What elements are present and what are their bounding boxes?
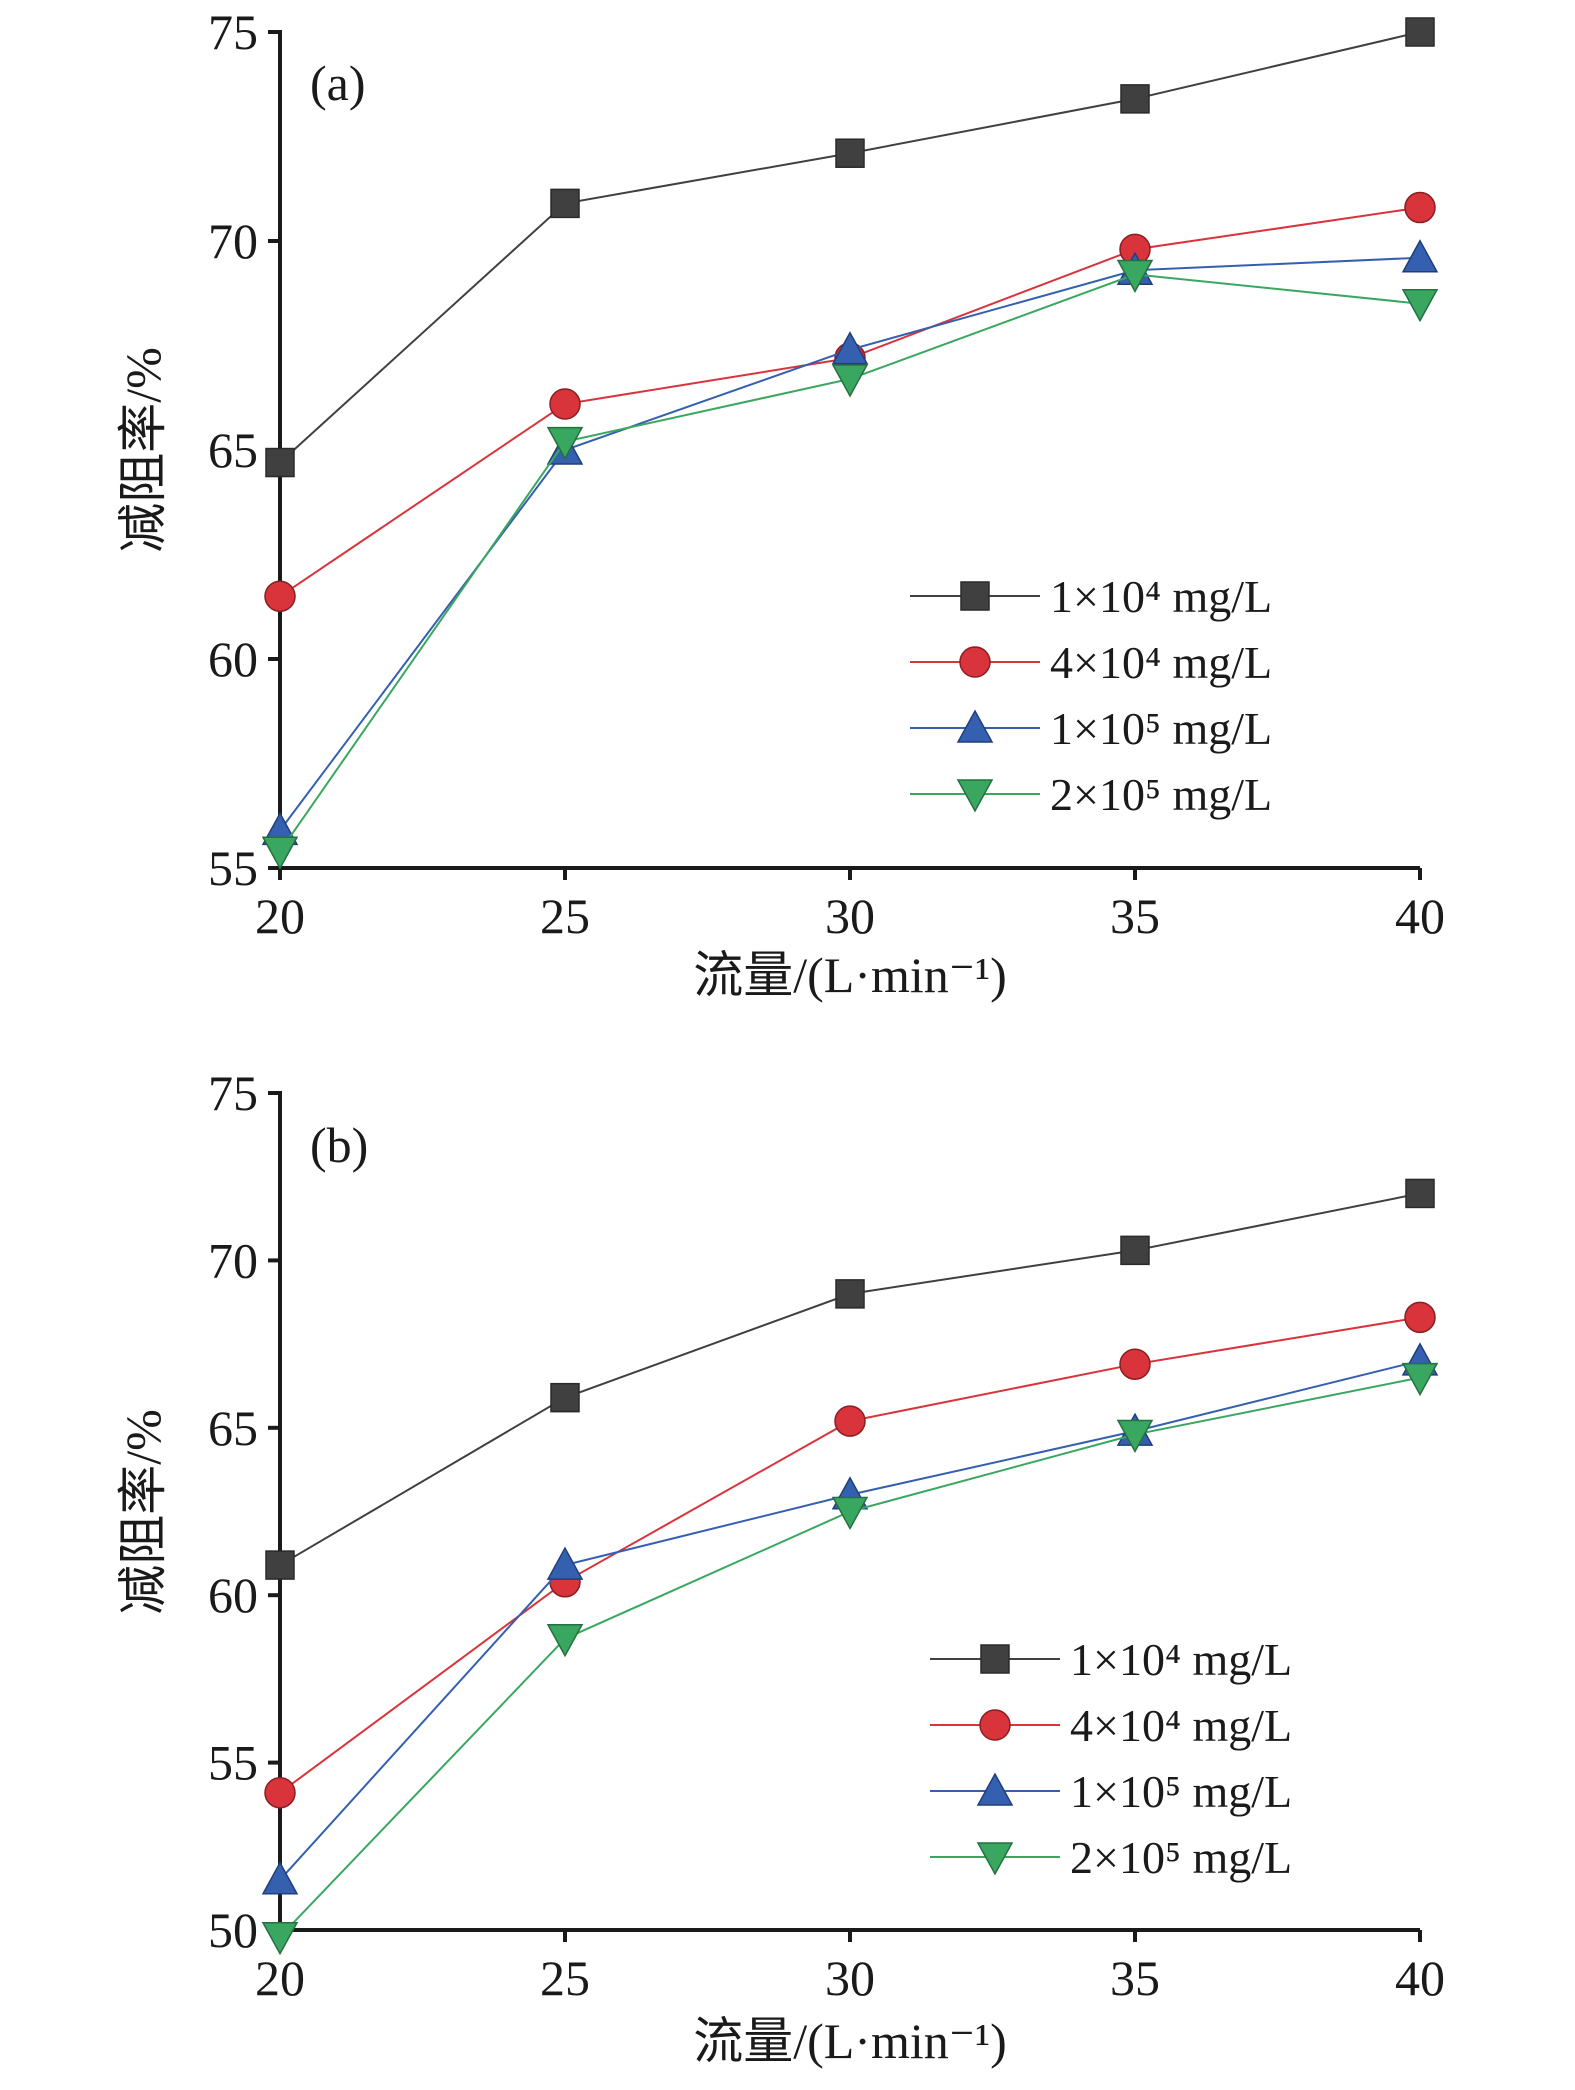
- data-point: [1404, 191, 1436, 224]
- legend-marker: [979, 1709, 1011, 1741]
- y-tick-label: 55: [208, 840, 258, 896]
- y-tick-label: 55: [208, 1735, 258, 1791]
- series-4: [261, 259, 1439, 870]
- data-point: [265, 447, 295, 478]
- data-point: [831, 364, 869, 398]
- y-tick-label: 65: [208, 422, 258, 478]
- data-point: [834, 1405, 866, 1437]
- data-point: [835, 138, 865, 168]
- legend-marker: [976, 1772, 1014, 1806]
- y-axis-title: 减阻率/%: [115, 1409, 171, 1615]
- x-tick-label: 35: [1110, 1950, 1160, 2006]
- y-tick-label: 50: [208, 1902, 258, 1958]
- data-point: [261, 1861, 299, 1895]
- x-tick-label: 25: [540, 888, 590, 944]
- data-point: [1401, 1362, 1439, 1397]
- y-tick-label: 70: [208, 213, 258, 269]
- x-tick-label: 30: [825, 1950, 875, 2006]
- x-tick-label: 30: [825, 888, 875, 944]
- legend-label: 2×10⁵ mg/L: [1070, 1832, 1292, 1883]
- x-tick-label: 35: [1110, 888, 1160, 944]
- data-point: [831, 1496, 869, 1531]
- x-axis-title: 流量/(L·min⁻¹): [693, 947, 1007, 1003]
- data-point: [1401, 239, 1439, 273]
- data-point: [831, 331, 869, 365]
- series-line: [279, 31, 1421, 464]
- legend-label: 1×10⁴ mg/L: [1050, 571, 1272, 622]
- data-point: [835, 1279, 865, 1309]
- legend-label: 1×10⁴ mg/L: [1070, 1634, 1292, 1685]
- data-point: [1120, 84, 1150, 114]
- data-point: [261, 836, 299, 870]
- x-tick-label: 20: [255, 1950, 305, 2006]
- chart-panel-b: 50 55 60 65 70 75 20 25 30 35 40 流量/(L·min⁻¹) 减阻率/% (…: [115, 1065, 1445, 2069]
- legend-label: 1×10⁵ mg/L: [1070, 1766, 1292, 1817]
- data-point: [546, 1546, 584, 1580]
- legend-marker: [959, 646, 991, 678]
- legend-marker: [956, 709, 994, 743]
- y-axis-title: 减阻率/%: [115, 347, 171, 553]
- data-point: [1116, 259, 1154, 293]
- data-point: [546, 1623, 584, 1658]
- data-point: [1405, 1178, 1435, 1209]
- data-point: [1405, 17, 1435, 47]
- legend-label: 4×10⁴ mg/L: [1050, 637, 1272, 688]
- legend-label: 4×10⁴ mg/L: [1070, 1700, 1292, 1751]
- y-tick-label: 75: [208, 4, 258, 60]
- x-tick-label: 40: [1395, 888, 1445, 944]
- series-2: [264, 191, 1436, 613]
- data-point: [550, 1382, 580, 1413]
- legend-marker: [976, 1842, 1014, 1876]
- data-point: [550, 188, 580, 219]
- data-point: [1401, 288, 1439, 323]
- series-2: [264, 1301, 1436, 1809]
- y-tick-label: 65: [208, 1400, 258, 1456]
- legend-marker: [960, 581, 990, 611]
- data-point: [1404, 1301, 1436, 1334]
- y-tick-label: 70: [208, 1232, 258, 1288]
- chart-panel-a: 55 60 65 70 75 20 25 30 35 40 流量/(L·min⁻¹) 减阻率/% (a)…: [115, 4, 1445, 1003]
- panel-label: (a): [310, 55, 366, 111]
- panel-label: (b): [310, 1117, 368, 1173]
- y-tick-label: 75: [208, 1065, 258, 1121]
- x-axis-title: 流量/(L·min⁻¹): [693, 2013, 1007, 2069]
- series-4: [261, 1362, 1439, 1956]
- legend-label: 1×10⁵ mg/L: [1050, 703, 1272, 754]
- data-point: [1116, 1419, 1154, 1454]
- data-point: [264, 1776, 296, 1809]
- legend: 1×10⁴ mg/L 4×10⁴ mg/L 1×10⁵ mg/L 2×10⁵ mg/L: [910, 571, 1272, 820]
- data-point: [265, 1550, 295, 1580]
- data-point: [1119, 1348, 1151, 1380]
- x-tick-label: 40: [1395, 1950, 1445, 2006]
- data-point: [261, 1921, 299, 1956]
- x-tick-label: 25: [540, 1950, 590, 2006]
- y-tick-label: 60: [208, 1567, 258, 1623]
- y-tick-label: 60: [208, 631, 258, 687]
- legend-marker: [980, 1644, 1010, 1674]
- series-1: [265, 1178, 1435, 1580]
- data-point: [1120, 1235, 1150, 1266]
- data-point: [549, 388, 581, 420]
- x-tick-label: 20: [255, 888, 305, 944]
- data-point: [264, 580, 296, 613]
- data-point: [546, 426, 584, 461]
- legend: 1×10⁴ mg/L 4×10⁴ mg/L 1×10⁵ mg/L 2×10⁵ mg/L: [930, 1634, 1292, 1883]
- legend-marker: [956, 779, 994, 813]
- series-1: [265, 17, 1435, 478]
- legend-label: 2×10⁵ mg/L: [1050, 769, 1272, 820]
